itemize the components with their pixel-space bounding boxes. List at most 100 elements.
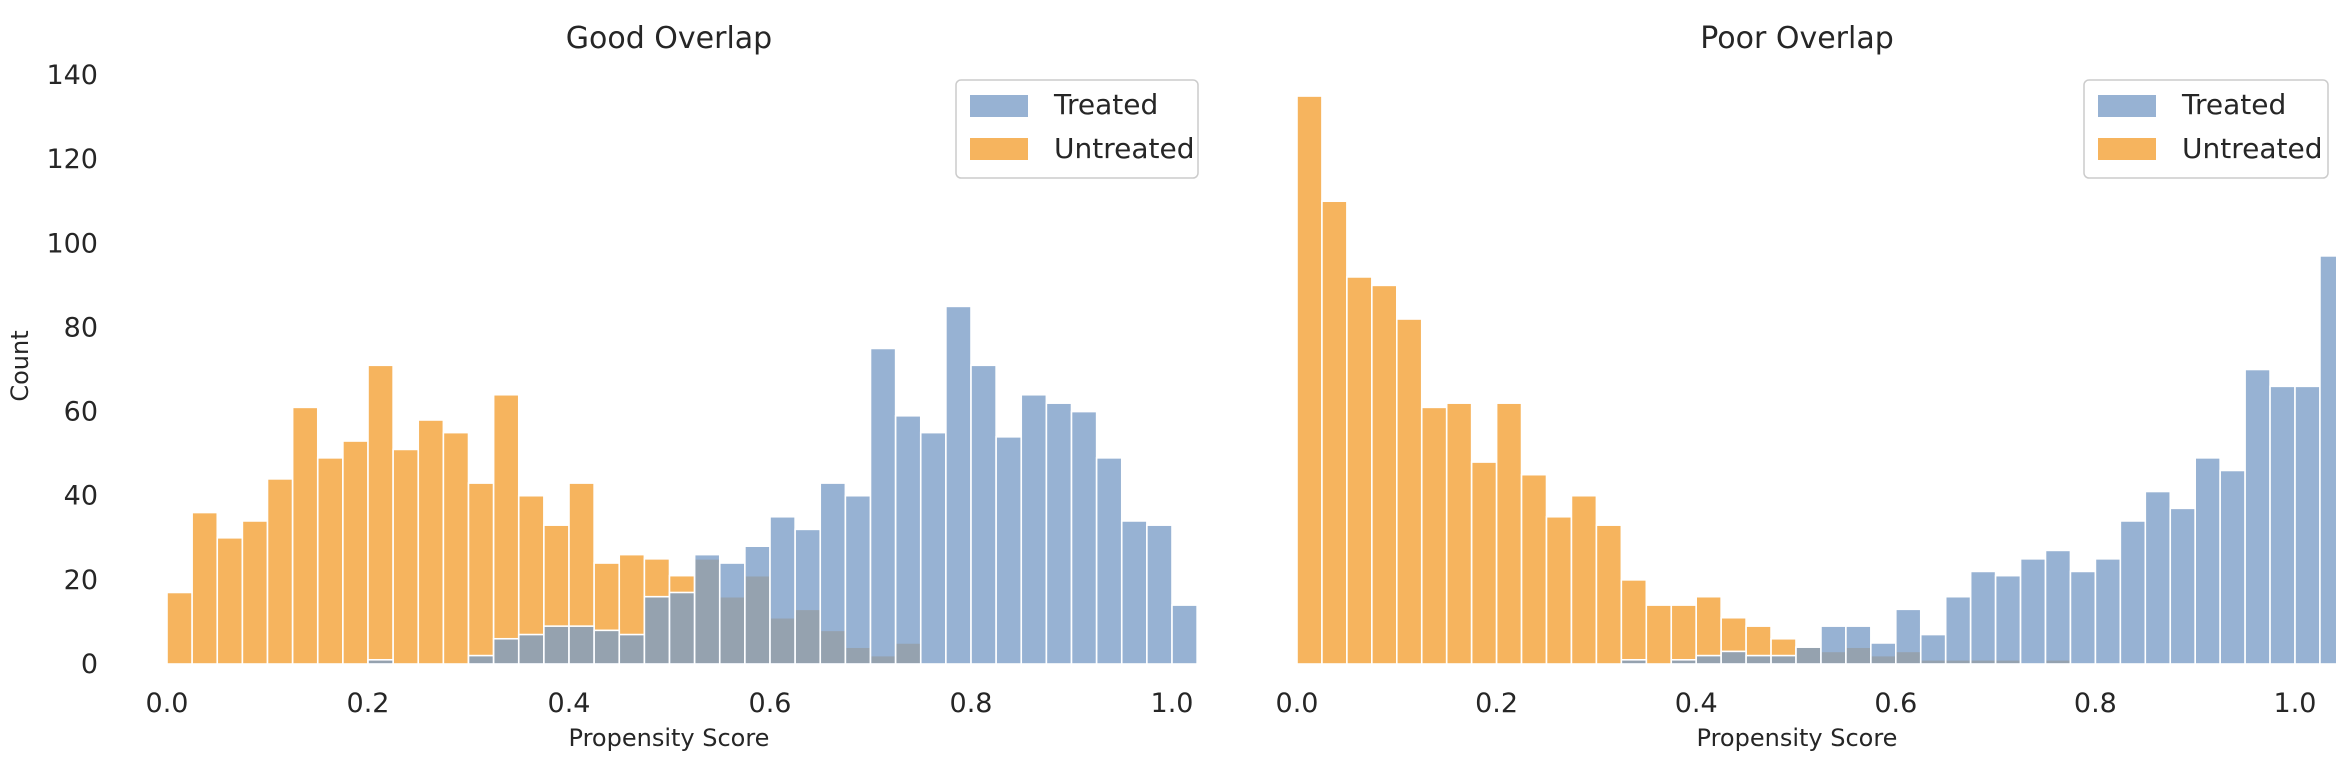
bar-treated — [367, 658, 394, 665]
bars-treated — [1620, 255, 2336, 665]
bar-treated — [492, 637, 520, 665]
x-tick-label: 0.4 — [1675, 688, 1718, 719]
bar-treated — [1045, 402, 1073, 665]
legend-swatch-treated — [970, 95, 1028, 117]
bar-untreated — [442, 431, 470, 665]
chart-title: Poor Overlap — [1700, 21, 1894, 56]
y-tick-label: 0 — [81, 649, 98, 680]
bar-untreated — [1620, 579, 1648, 665]
y-axis-label: Count — [6, 330, 34, 401]
panel-poor-overlap: Poor Overlap 0.0 0.2 0.4 0.6 0.8 1.0 Propensi… — [1276, 21, 2336, 752]
bar-untreated — [1670, 604, 1698, 665]
bar-treated — [2044, 549, 2072, 665]
x-tick-label: 0.2 — [347, 688, 390, 719]
bar-treated — [1770, 654, 1797, 665]
legend-label-treated: Treated — [1053, 88, 1158, 121]
bar-treated — [1171, 604, 1198, 665]
bar-untreated — [266, 478, 294, 665]
bar-untreated — [241, 520, 269, 665]
y-tick-label: 80 — [64, 312, 98, 343]
bars-treated — [367, 305, 1198, 665]
bar-untreated — [1420, 406, 1448, 665]
bar-treated — [693, 553, 721, 665]
bar-treated — [517, 633, 545, 665]
bar-treated — [844, 494, 872, 665]
bar-treated — [1895, 608, 1922, 665]
y-tick-label: 140 — [46, 60, 98, 91]
x-axis-label: Propensity Score — [569, 724, 770, 752]
bar-treated — [744, 545, 771, 665]
bar-treated — [1020, 393, 1048, 665]
bar-treated — [718, 562, 746, 665]
bar-treated — [2269, 385, 2296, 665]
bar-treated — [543, 625, 570, 665]
x-tick-label: 0.8 — [2074, 688, 2117, 719]
bar-untreated — [492, 393, 520, 665]
legend-label-treated: Treated — [2181, 88, 2286, 121]
bar-treated — [995, 436, 1023, 665]
bar-treated — [1095, 457, 1123, 665]
bar-treated — [2019, 558, 2047, 665]
bar-untreated — [291, 406, 319, 665]
bar-untreated — [1346, 276, 1373, 665]
x-tick-label: 0.6 — [1874, 688, 1917, 719]
bar-treated — [1146, 524, 1173, 665]
bar-treated — [794, 528, 822, 665]
bar-untreated — [1495, 402, 1523, 665]
legend: Treated Untreated — [955, 79, 1199, 179]
bar-treated — [1695, 654, 1722, 665]
bar-untreated — [166, 591, 193, 665]
chart-title: Good Overlap — [566, 21, 772, 56]
x-tick-label: 0.8 — [950, 688, 993, 719]
bar-treated — [894, 414, 922, 665]
bar-treated — [1670, 658, 1698, 665]
bar-treated — [2094, 558, 2122, 665]
bar-treated — [1820, 625, 1847, 665]
bar-treated — [819, 482, 847, 665]
bar-untreated — [367, 364, 394, 665]
bar-treated — [2319, 255, 2336, 665]
bar-treated — [2069, 570, 2097, 665]
bar-untreated — [1545, 515, 1573, 665]
y-tick-label: 100 — [46, 228, 98, 259]
bar-untreated — [1570, 494, 1598, 665]
bar-untreated — [216, 536, 244, 665]
bar-treated — [2169, 507, 2197, 665]
bar-treated — [1070, 410, 1098, 665]
x-tick-labels: 0.0 0.2 0.4 0.6 0.8 1.0 — [1276, 688, 2317, 719]
bar-untreated — [392, 448, 420, 665]
bar-treated — [869, 347, 897, 665]
bar-treated — [769, 515, 796, 665]
bar-treated — [2244, 368, 2271, 665]
x-tick-label: 1.0 — [1151, 688, 1194, 719]
bar-treated — [1919, 633, 1947, 665]
bar-untreated — [1695, 595, 1722, 665]
legend-label-untreated: Untreated — [1054, 132, 1194, 165]
bar-untreated — [1645, 604, 1673, 665]
legend-label-untreated: Untreated — [2182, 132, 2322, 165]
bar-untreated — [467, 482, 495, 665]
bar-treated — [467, 654, 495, 665]
bar-untreated — [1470, 461, 1498, 665]
y-tick-label: 60 — [64, 397, 98, 428]
legend-swatch-untreated — [2098, 138, 2156, 160]
bar-untreated — [1321, 200, 1348, 665]
legend-swatch-treated — [2098, 95, 2156, 117]
bar-treated — [668, 591, 696, 665]
bars-untreated — [1296, 95, 2072, 665]
bar-treated — [945, 305, 972, 665]
x-tick-label: 0.4 — [548, 688, 591, 719]
bar-untreated — [316, 457, 344, 665]
bar-untreated — [1595, 524, 1623, 665]
bar-treated — [1120, 520, 1148, 665]
bar-treated — [1994, 574, 2022, 665]
bar-treated — [618, 633, 646, 665]
bar-untreated — [417, 419, 445, 665]
x-tick-label: 1.0 — [2274, 688, 2317, 719]
y-tick-label: 120 — [46, 144, 98, 175]
x-tick-label: 0.0 — [146, 688, 189, 719]
y-tick-label: 40 — [64, 481, 98, 512]
bar-untreated — [1396, 318, 1423, 665]
x-tick-labels: 0.0 0.2 0.4 0.6 0.8 1.0 — [146, 688, 1194, 719]
